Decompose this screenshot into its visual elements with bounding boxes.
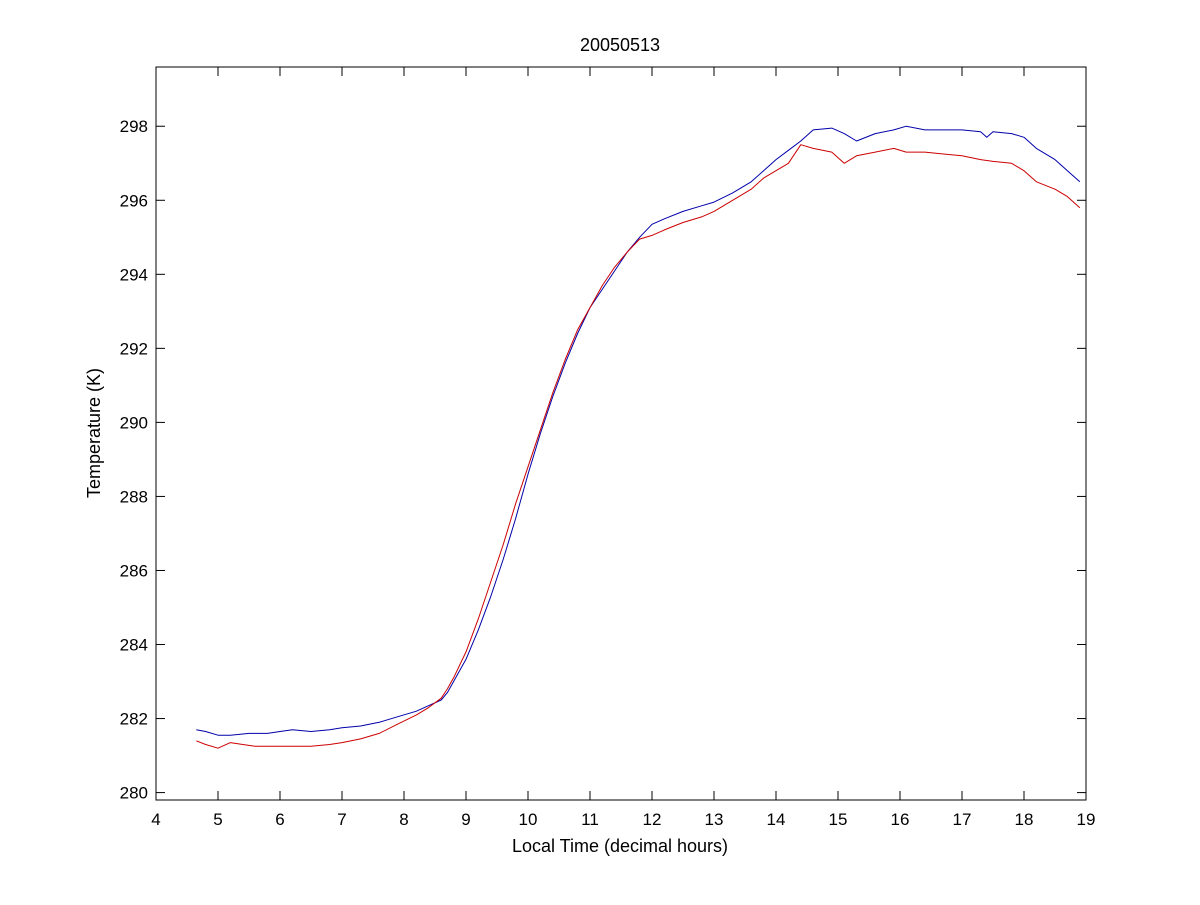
x-tick-label: 12 [643,810,662,829]
series-line-1 [196,125,1081,736]
x-tick-label: 10 [519,810,538,829]
y-tick-label: 288 [120,487,148,506]
x-tick-label: 18 [1015,810,1034,829]
x-tick-label: 6 [275,810,284,829]
y-axis-title: Temperature (K) [84,368,104,498]
x-tick-label: 11 [581,810,599,829]
y-tick-label: 298 [120,117,148,136]
axis-ticks: 4 5 6 7 8 9 10 11 12 13 14 15 16 17 18 19 280 282 284 286 28… [120,67,1096,829]
y-tick-label: 296 [120,191,148,210]
y-tick-label: 286 [120,561,148,580]
x-tick-label: 5 [213,810,222,829]
x-tick-label: 13 [705,810,724,829]
x-axis-title: Local Time (decimal hours) [512,836,728,856]
y-tick-label: 294 [120,265,148,284]
y-tick-label: 292 [120,339,148,358]
axes-box [155,66,1087,801]
series-line-2 [196,144,1081,749]
x-tick-label: 16 [891,810,910,829]
x-tick-label: 8 [399,810,408,829]
y-tick-label: 280 [120,784,148,803]
x-tick-label: 4 [151,810,160,829]
chart-title: 20050513 [580,35,660,55]
plot-area [155,66,1087,801]
x-tick-label: 9 [461,810,470,829]
x-tick-label: 19 [1077,810,1096,829]
y-tick-label: 290 [120,413,148,432]
x-tick-label: 7 [337,810,346,829]
y-tick-label: 282 [120,710,148,729]
x-tick-label: 14 [767,810,786,829]
x-tick-label: 17 [953,810,972,829]
x-tick-label: 15 [829,810,848,829]
y-tick-label: 284 [120,636,148,655]
